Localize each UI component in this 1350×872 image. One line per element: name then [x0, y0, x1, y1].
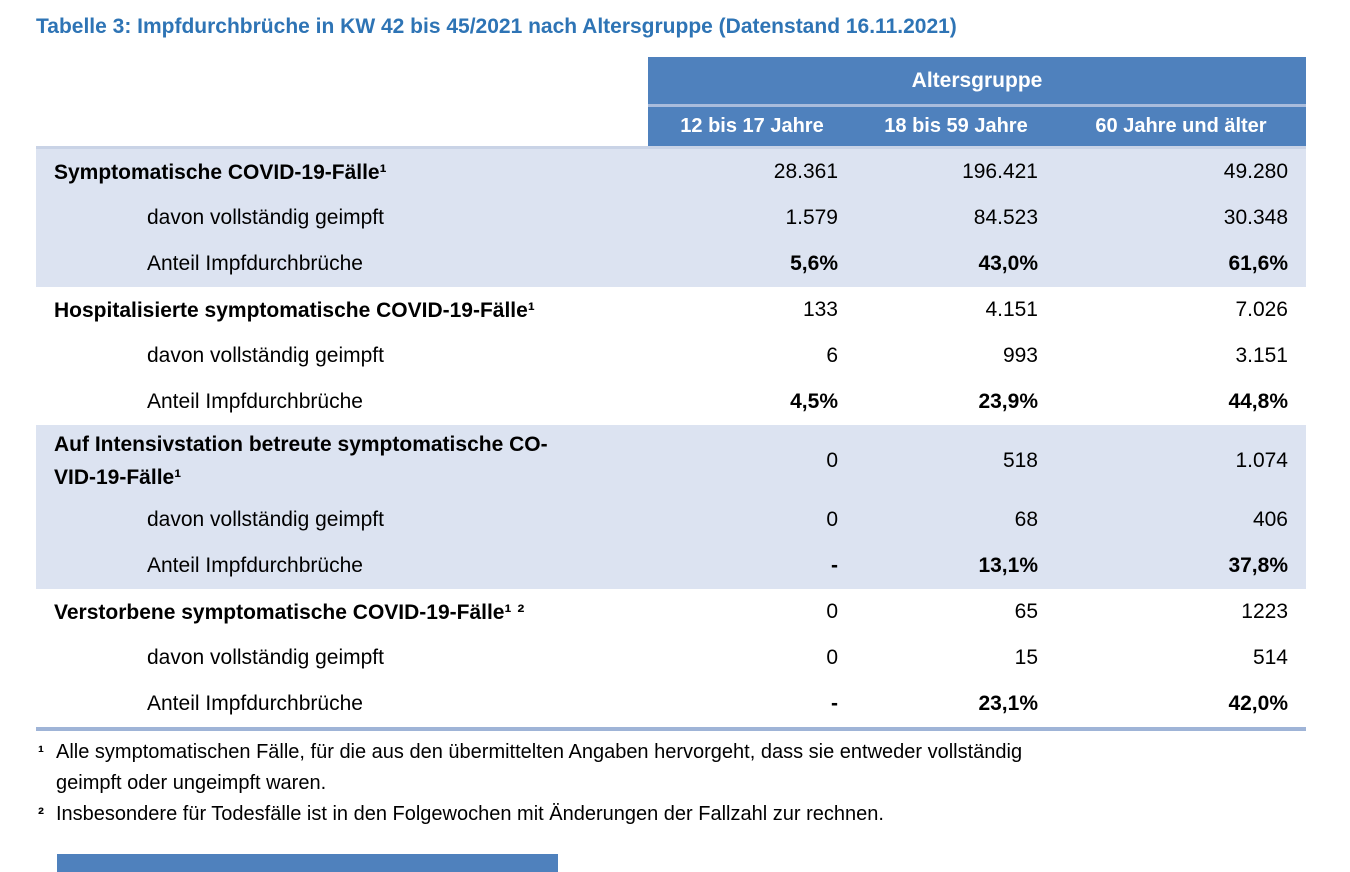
value-12-17: 0 [826, 646, 838, 669]
value-12-17: 133 [802, 298, 838, 321]
value-18-59: 518 [1002, 449, 1038, 472]
row-label: Verstorbene symptomatische COVID-19-Fäll… [54, 600, 525, 624]
footnote-marker: ¹ [38, 742, 44, 762]
section-symptomatic: Symptomatische COVID-19-Fälle¹ 28.361 19… [36, 149, 1306, 287]
table-row: davon vollständig geimpft 0 68 406 [36, 497, 1306, 543]
value-60-plus: 49.280 [1223, 160, 1288, 183]
row-label: Anteil Impfdurchbrüche [147, 692, 363, 715]
value-60-plus: 1223 [1241, 600, 1288, 623]
table-row: Anteil Impfdurchbrüche - 13,1% 37,8% [36, 543, 1306, 589]
row-label: Hospitalisierte symptomatische COVID-19-… [54, 298, 535, 322]
value-60-plus: 30.348 [1223, 206, 1288, 229]
value-12-17: 6 [826, 344, 838, 367]
row-label: Anteil Impfdurchbrüche [147, 554, 363, 577]
value-18-59: 65 [1014, 600, 1038, 623]
value-12-17: 28.361 [773, 160, 838, 183]
footnote-2: ² Insbesondere für Todesfälle ist in den… [38, 799, 1298, 830]
value-18-59: 13,1% [978, 554, 1038, 577]
table-row: davon vollständig geimpft 6 993 3.151 [36, 333, 1306, 379]
value-18-59: 196.421 [962, 160, 1038, 183]
age-group-header-block: Altersgruppe 12 bis 17 Jahre 18 bis 59 J… [648, 57, 1306, 146]
table-row: Anteil Impfdurchbrüche 4,5% 23,9% 44,8% [36, 379, 1306, 425]
value-18-59: 23,9% [978, 390, 1038, 413]
value-60-plus: 3.151 [1235, 344, 1288, 367]
value-12-17: 4,5% [790, 390, 838, 413]
footnote-text: Alle symptomatischen Fälle, für die aus … [56, 741, 1023, 794]
row-label: davon vollständig geimpft [147, 646, 384, 669]
footnote-text: Insbesondere für Todesfälle ist in den F… [56, 803, 884, 825]
row-label: Anteil Impfdurchbrüche [147, 390, 363, 413]
value-18-59: 23,1% [978, 692, 1038, 715]
value-60-plus: 1.074 [1235, 449, 1288, 472]
value-12-17: 5,6% [790, 252, 838, 275]
value-18-59: 15 [1014, 646, 1038, 669]
value-60-plus: 37,8% [1228, 554, 1288, 577]
value-12-17: - [831, 554, 838, 577]
row-label: davon vollständig geimpft [147, 206, 384, 229]
table-row: Auf Intensivstation betreute symptomatis… [36, 425, 1306, 497]
table-row: Verstorbene symptomatische COVID-19-Fäll… [36, 589, 1306, 635]
column-header-60-plus: 60 Jahre und älter [1095, 115, 1267, 137]
value-12-17: - [831, 692, 838, 715]
table-caption: Tabelle 3: Impfdurchbrüche in KW 42 bis … [36, 15, 957, 38]
footnote-1: ¹ Alle symptomatischen Fälle, für die au… [38, 737, 1298, 799]
value-12-17: 0 [826, 600, 838, 623]
value-60-plus: 7.026 [1235, 298, 1288, 321]
section-hospitalized: Hospitalisierte symptomatische COVID-19-… [36, 287, 1306, 425]
table-row: davon vollständig geimpft 0 15 514 [36, 635, 1306, 681]
value-18-59: 993 [1002, 344, 1038, 367]
partial-next-table-header-bar [57, 854, 558, 872]
footnote-marker: ² [38, 804, 44, 824]
column-header-row: 12 bis 17 Jahre 18 bis 59 Jahre 60 Jahre… [648, 107, 1306, 146]
footnotes: ¹ Alle symptomatischen Fälle, für die au… [38, 737, 1298, 830]
column-header-12-17: 12 bis 17 Jahre [680, 115, 824, 137]
value-18-59: 84.523 [973, 206, 1038, 229]
header-divider [648, 104, 1306, 107]
row-label: Anteil Impfdurchbrüche [147, 252, 363, 275]
table-row: Anteil Impfdurchbrüche - 23,1% 42,0% [36, 681, 1306, 727]
row-label: Auf Intensivstation betreute symptomatis… [54, 433, 548, 489]
row-label: davon vollständig geimpft [147, 508, 384, 531]
column-header-18-59: 18 bis 59 Jahre [884, 115, 1028, 137]
value-60-plus: 514 [1252, 646, 1288, 669]
value-18-59: 4.151 [985, 298, 1038, 321]
data-table: Symptomatische COVID-19-Fälle¹ 28.361 19… [36, 146, 1306, 731]
row-label: davon vollständig geimpft [147, 344, 384, 367]
table-row: Hospitalisierte symptomatische COVID-19-… [36, 287, 1306, 333]
row-label: Symptomatische COVID-19-Fälle¹ [54, 160, 387, 184]
value-18-59: 68 [1014, 508, 1038, 531]
value-12-17: 0 [826, 508, 838, 531]
value-18-59: 43,0% [978, 252, 1038, 275]
age-group-header: Altersgruppe [911, 68, 1043, 92]
value-12-17: 1.579 [785, 206, 838, 229]
value-12-17: 0 [826, 449, 838, 472]
table-row: Anteil Impfdurchbrüche 5,6% 43,0% 61,6% [36, 241, 1306, 287]
value-60-plus: 61,6% [1228, 252, 1288, 275]
value-60-plus: 42,0% [1228, 692, 1288, 715]
table-row: Symptomatische COVID-19-Fälle¹ 28.361 19… [36, 149, 1306, 195]
section-deceased: Verstorbene symptomatische COVID-19-Fäll… [36, 589, 1306, 727]
section-icu: Auf Intensivstation betreute symptomatis… [36, 425, 1306, 589]
table-row: davon vollständig geimpft 1.579 84.523 3… [36, 195, 1306, 241]
value-60-plus: 44,8% [1228, 390, 1288, 413]
value-60-plus: 406 [1252, 508, 1288, 531]
